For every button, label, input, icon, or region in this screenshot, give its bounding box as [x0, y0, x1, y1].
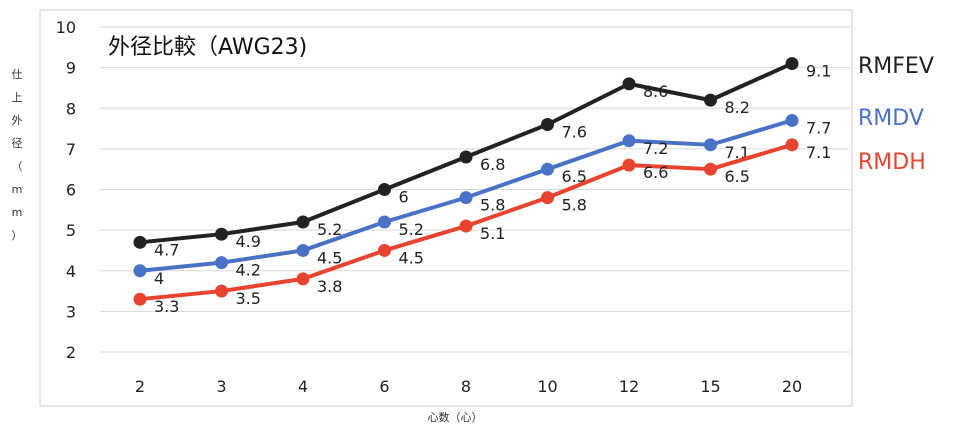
data-label-rmdh: 6.6	[643, 163, 668, 182]
y-tick-label: 5	[66, 221, 76, 240]
y-tick-label: 6	[66, 181, 76, 200]
y-axis-title-char: 径	[12, 137, 23, 150]
x-tick-label: 20	[782, 377, 802, 396]
legend-entry-rmfev: RMFEV	[858, 54, 934, 79]
data-label-rmfev: 7.6	[562, 123, 587, 142]
data-point-rmdh	[622, 158, 636, 172]
x-tick-label: 4	[298, 377, 308, 396]
x-axis-ticks: 2 3 4 6 8 10 12 15 20	[135, 377, 802, 396]
data-label-rmdh: 3.3	[154, 297, 179, 316]
data-point-rmdv	[785, 113, 799, 127]
data-label-rmdh: 3.5	[236, 289, 261, 308]
data-point-rmdv	[459, 191, 473, 205]
data-label-rmfev: 4.9	[236, 232, 261, 251]
x-axis-title: 心数（心）	[428, 411, 483, 424]
y-axis-title-char: ）	[12, 229, 23, 242]
data-point-rmfev	[704, 93, 717, 107]
data-label-rmdv: 7.1	[725, 143, 750, 162]
chart-frame	[39, 9, 853, 407]
data-point-rmfev	[541, 118, 554, 131]
legend-entry-rmdv: RMDV	[858, 106, 924, 131]
data-point-rmfev	[622, 77, 636, 91]
data-point-rmdh	[378, 243, 391, 257]
y-tick-label: 10	[56, 18, 76, 37]
legend-entry-rmdh: RMDH	[858, 150, 926, 175]
data-label-rmdv: 4.2	[236, 261, 261, 280]
data-label-rmdv: 7.7	[806, 118, 831, 137]
data-point-rmdh	[785, 138, 799, 152]
x-tick-label: 12	[619, 377, 639, 396]
data-point-rmdv	[296, 243, 310, 257]
data-label-rmdv: 6.5	[562, 167, 587, 186]
data-label-rmfev: 5.2	[317, 220, 342, 239]
y-tick-label: 9	[66, 59, 76, 78]
data-point-rmdv	[133, 264, 147, 278]
data-label-rmdh: 5.1	[480, 224, 505, 243]
y-tick-label: 7	[66, 140, 76, 159]
y-tick-label: 2	[66, 343, 76, 362]
data-point-rmdv	[541, 162, 554, 176]
data-label-rmfev: 9.1	[806, 62, 831, 81]
y-axis-title-char: 外	[12, 114, 23, 127]
data-label-rmfev: 4.7	[154, 240, 179, 259]
chart-title: 外径比較（AWG23)	[108, 35, 307, 60]
data-point-rmdv	[378, 215, 391, 229]
data-label-rmdh: 3.8	[317, 277, 342, 296]
data-label-rmdv: 5.8	[480, 196, 505, 215]
data-point-rmdh	[704, 162, 717, 176]
y-tick-label: 3	[66, 302, 76, 321]
x-tick-label: 3	[216, 377, 226, 396]
data-label-rmdh: 7.1	[806, 143, 831, 162]
data-point-rmfev	[133, 235, 147, 249]
data-point-rmfev	[296, 215, 310, 229]
series-layer: 4.7 4.9 5.2 6 6.8 7.6 8.6 8.2 9.1 4 4.2 4.5 5.2 5.8 6.…	[133, 57, 831, 316]
x-tick-label: 6	[379, 377, 389, 396]
data-point-rmdh	[133, 292, 147, 306]
data-point-rmdv	[622, 134, 636, 148]
data-label-rmdv: 7.2	[643, 139, 668, 158]
data-point-rmdv	[215, 256, 228, 270]
y-axis-title-char: （	[12, 160, 23, 173]
x-tick-label: 10	[537, 377, 557, 396]
x-tick-label: 15	[700, 377, 720, 396]
data-label-rmfev: 6.8	[480, 155, 505, 174]
x-tick-label: 2	[135, 377, 145, 396]
legend: RMFEV RMDV RMDH	[858, 54, 934, 175]
y-axis-title-char: m	[12, 206, 23, 219]
y-tick-label: 8	[66, 99, 76, 118]
y-axis-title-char: 仕	[12, 68, 23, 81]
data-label-rmdv: 5.2	[399, 220, 424, 239]
data-label-rmfev: 8.2	[725, 98, 750, 117]
x-tick-label: 8	[461, 377, 471, 396]
data-point-rmdh	[541, 191, 554, 205]
data-point-rmfev	[378, 183, 391, 196]
data-label-rmdh: 6.5	[725, 167, 750, 186]
y-tick-label: 4	[66, 262, 76, 281]
data-label-rmdv: 4.5	[317, 248, 342, 267]
data-label-rmdv: 4	[154, 269, 164, 288]
y-axis-title-char: m	[12, 183, 23, 196]
data-point-rmfev	[785, 57, 799, 71]
data-point-rmdh	[215, 284, 228, 298]
data-point-rmdh	[459, 219, 473, 233]
data-label-rmfev: 6	[399, 188, 409, 207]
data-label-rmfev: 8.6	[643, 82, 668, 101]
y-axis-title-char: 上	[12, 91, 23, 104]
data-label-rmdh: 4.5	[399, 248, 424, 267]
data-point-rmdv	[704, 138, 717, 152]
data-point-rmfev	[459, 150, 473, 164]
data-point-rmfev	[215, 227, 228, 241]
y-axis-ticks: 2 3 4 5 6 7 8 9 10	[56, 18, 76, 362]
data-label-rmdh: 5.8	[562, 196, 587, 215]
data-point-rmdh	[296, 272, 310, 286]
